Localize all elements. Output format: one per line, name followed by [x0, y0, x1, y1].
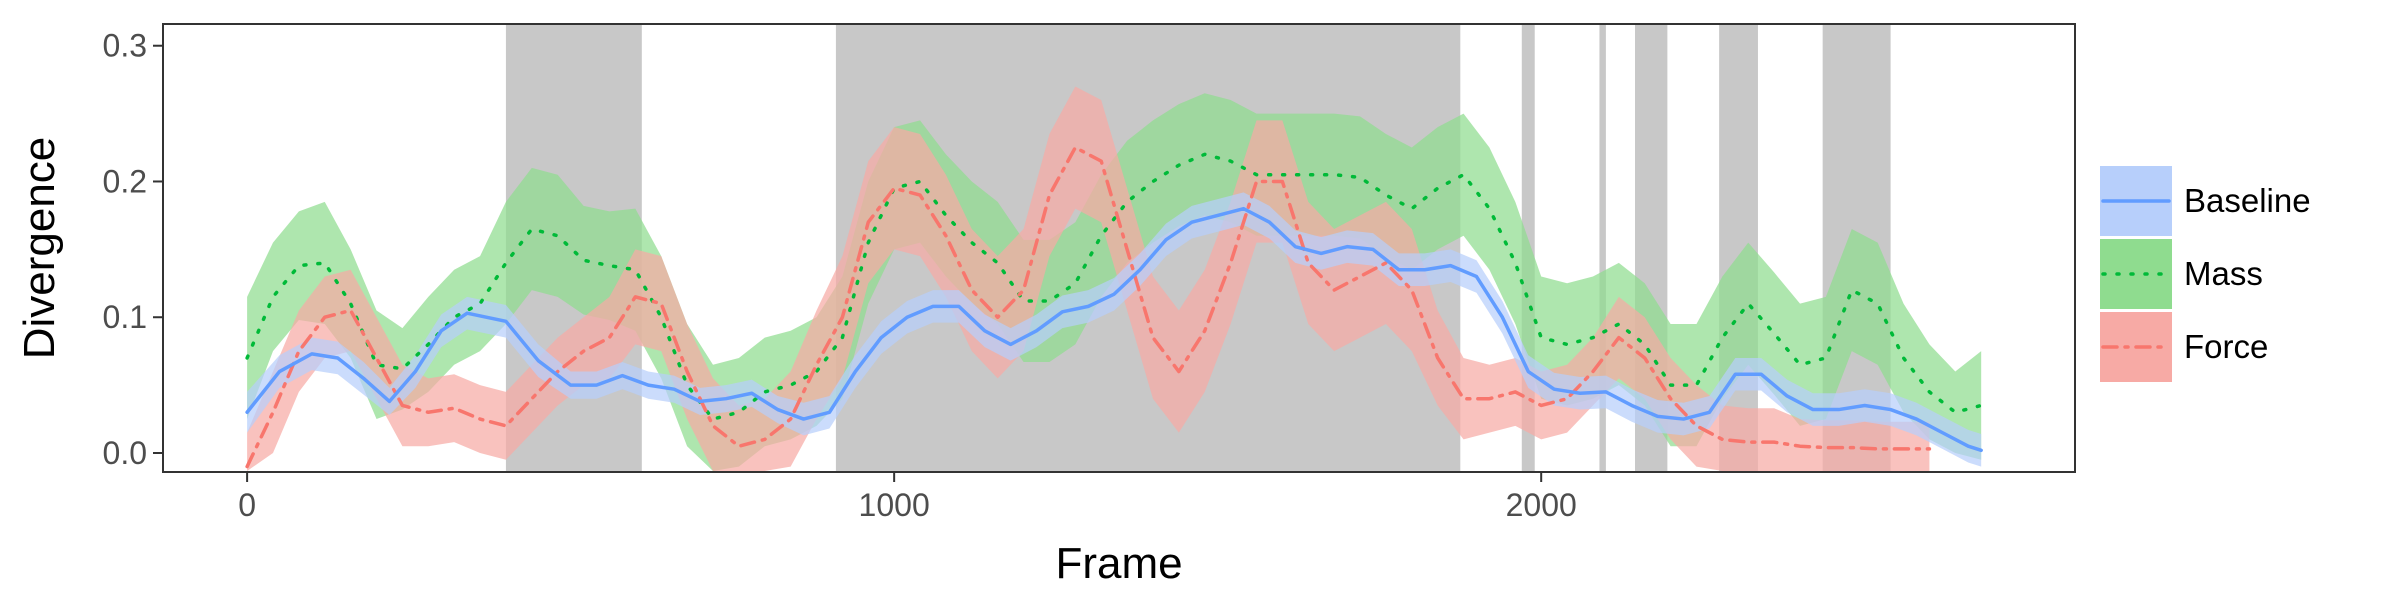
baseline-line	[245, 206, 1983, 453]
shaded-region-4	[1599, 24, 1606, 472]
force-line	[245, 145, 1932, 469]
baseline-legend-label: Baseline	[2184, 182, 2311, 219]
force-legend-label: Force	[2184, 328, 2268, 365]
baseline-band	[247, 192, 1982, 467]
panel-border	[162, 23, 2076, 473]
x-tick-label: 0	[238, 487, 256, 523]
y-axis: 0.0 0.1 0.2 0.3	[103, 28, 163, 471]
y-tick-label: 0.0	[103, 435, 147, 471]
y-tick-label: 0.2	[103, 163, 147, 199]
x-axis: 0 1000 2000	[238, 472, 1577, 523]
series-lines	[245, 145, 1983, 469]
legend: Baseline Mass Force	[2100, 166, 2311, 382]
x-tick-label: 2000	[1506, 487, 1577, 523]
y-axis-title: Divergence	[15, 137, 64, 360]
y-tick-label: 0.1	[103, 299, 147, 335]
mass-line	[245, 152, 1983, 421]
mass-legend-label: Mass	[2184, 255, 2263, 292]
y-tick-label: 0.3	[103, 28, 147, 64]
x-axis-title: Frame	[1055, 539, 1182, 588]
confidence-bands	[247, 86, 1982, 472]
x-tick-label: 1000	[859, 487, 930, 523]
force-band	[247, 86, 1930, 471]
